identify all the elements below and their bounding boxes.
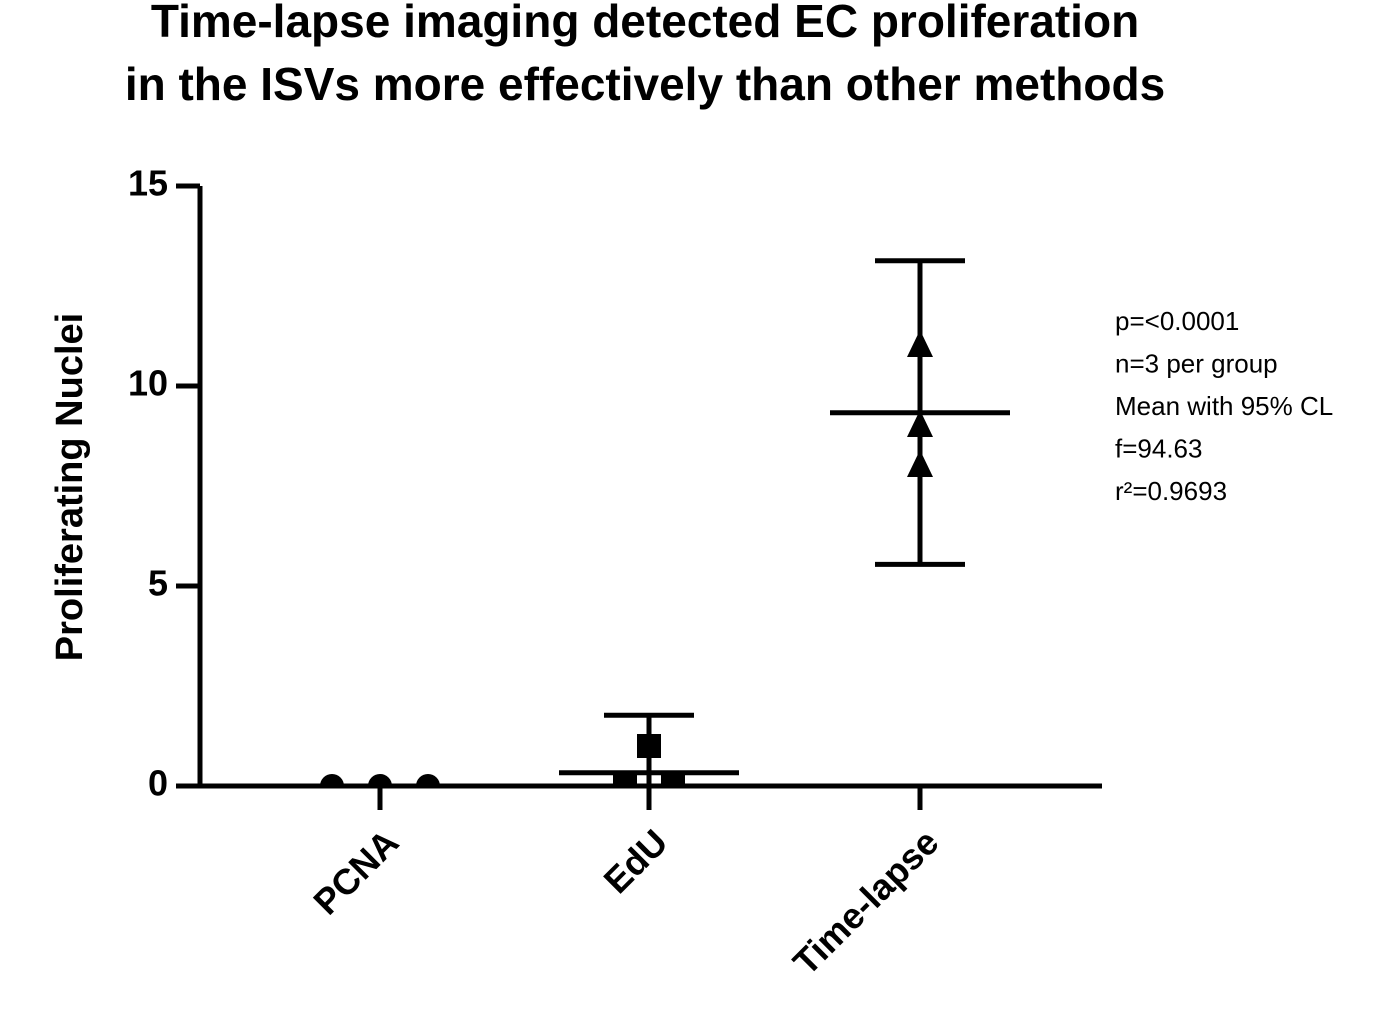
annotation: f=94.63 [1115,433,1202,463]
y-tick-label: 10 [128,363,168,404]
annotation: r²=0.9693 [1115,476,1227,506]
y-tick-label: 0 [148,763,168,804]
annotation: p=<0.0001 [1115,306,1239,336]
chart-title: in the ISVs more effectively than other … [125,58,1165,110]
point [907,410,933,437]
y-tick-label: 5 [148,563,168,604]
x-tick-label: EdU [595,821,675,901]
point [368,774,392,786]
point [907,450,933,477]
point [907,330,933,357]
point [416,774,440,786]
point [661,774,685,786]
chart-title: Time-lapse imaging detected EC prolifera… [151,0,1139,47]
x-tick-label: Time-lapse [785,821,947,983]
annotation: n=3 per group [1115,348,1278,378]
x-tick-label: PCNA [305,821,406,922]
point [320,774,344,786]
y-axis-label: Proliferating Nuclei [49,313,91,661]
plot-area [290,258,1010,786]
point [637,734,661,758]
point [613,774,637,786]
annotation: Mean with 95% CL [1115,391,1333,421]
y-tick-label: 15 [128,163,168,204]
